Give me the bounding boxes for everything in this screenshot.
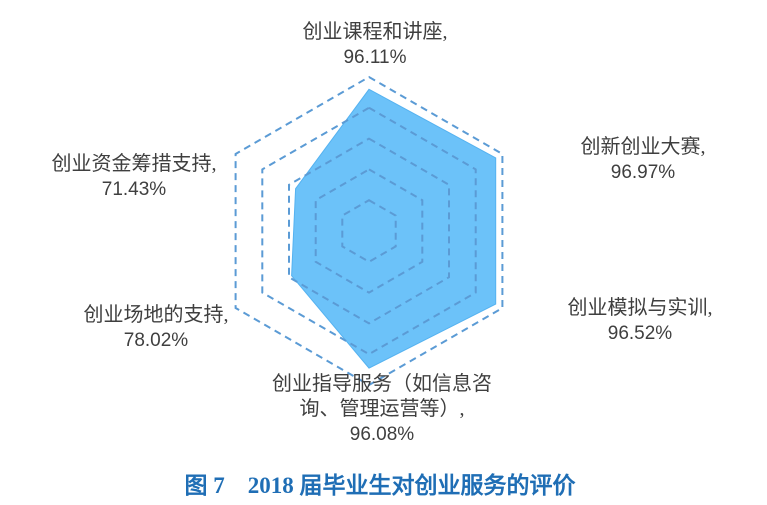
axis-value: 96.11% — [343, 47, 407, 68]
axis-label-text: 创业场地的支持, — [83, 304, 229, 326]
axis-label-text: 创业模拟与实训, — [567, 297, 713, 319]
radar-grid-ring-80 — [261, 106, 477, 356]
axis-label-courses-lectures: 创业课程和讲座, 96.11% — [303, 20, 448, 70]
axis-label-text: 创业指导服务（如信息咨 — [272, 373, 492, 395]
radar-grid-ring-40 — [314, 168, 424, 294]
radar-data-polygon — [291, 88, 497, 369]
axis-value: 96.97% — [610, 162, 676, 183]
axis-label-text: 创业课程和讲座, — [302, 21, 448, 43]
radar-grid-ring-20 — [341, 199, 397, 263]
axis-label-guidance-services: 创业指导服务（如信息咨 询、管理运营等）, 96.08% — [272, 372, 492, 447]
axis-label-text: 创新创业大赛, — [580, 136, 706, 158]
axis-label-simulation-training: 创业模拟与实训, 96.52% — [568, 296, 713, 346]
figure-caption: 图 7 2018 届毕业生对创业服务的评价 — [184, 473, 576, 498]
radar-grid-ring-100 — [234, 75, 504, 387]
axis-label-venue-support: 创业场地的支持, 78.02% — [84, 303, 229, 353]
axis-value: 78.02% — [123, 330, 189, 351]
axis-value: 71.43% — [101, 179, 167, 200]
axis-value: 96.52% — [607, 323, 673, 344]
axis-label-text: 创业资金筹措支持, — [51, 153, 217, 175]
axis-label-innovation-competition: 创新创业大赛, 96.97% — [581, 135, 706, 185]
axis-value: 96.08% — [349, 424, 415, 445]
radar-grid-ring-60 — [288, 137, 450, 325]
axis-label-funding-support: 创业资金筹措支持, 71.43% — [52, 152, 217, 202]
axis-label-text: 询、管理运营等）, — [299, 398, 465, 420]
